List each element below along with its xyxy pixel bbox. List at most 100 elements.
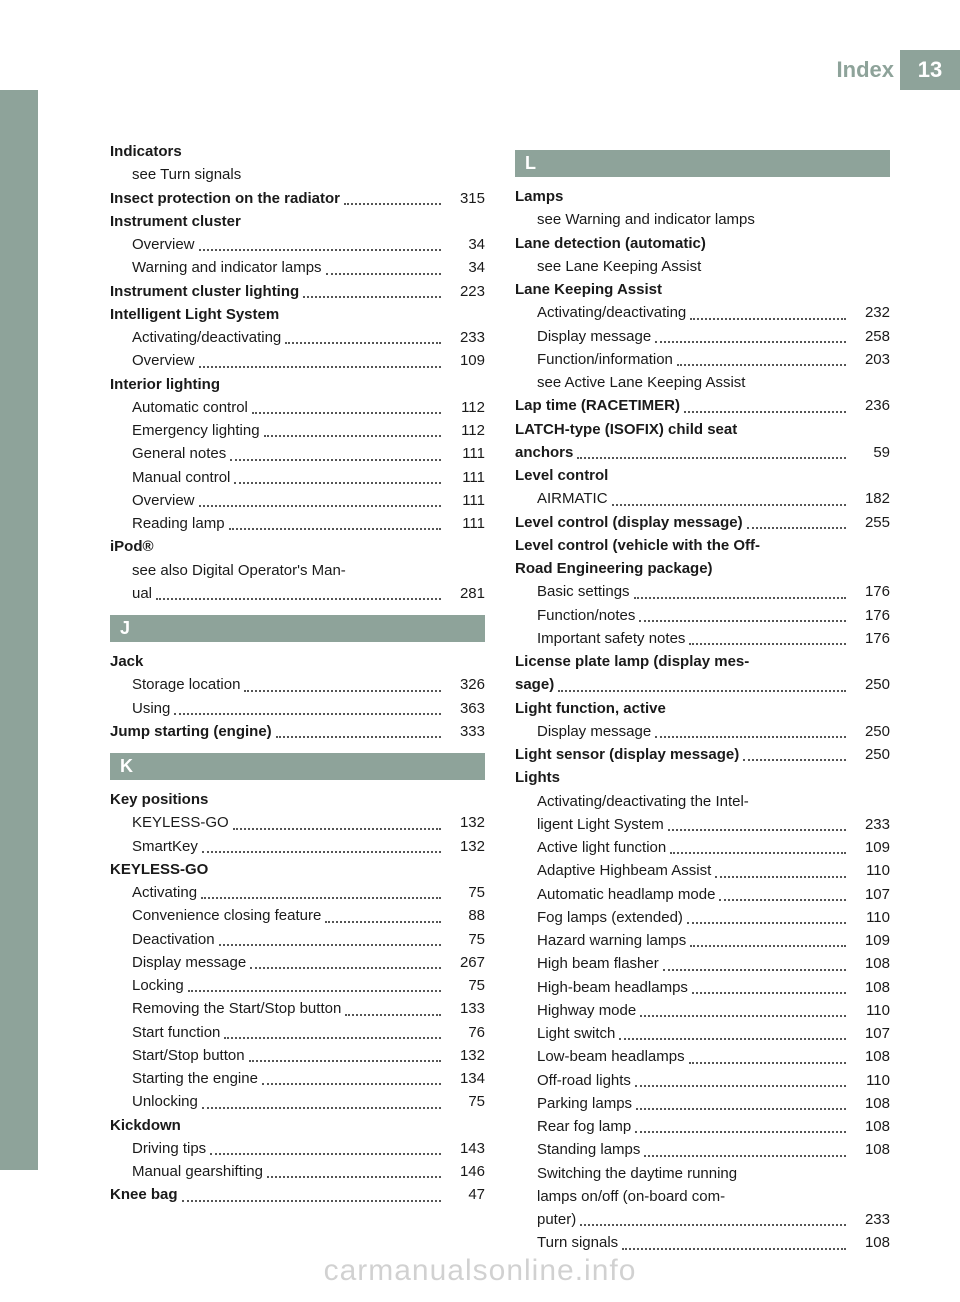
leader-dots (689, 643, 846, 645)
index-entry-label: Overview (110, 349, 195, 372)
leader-dots (719, 899, 846, 901)
leader-dots (687, 922, 846, 924)
index-entry-label: Activating/deactivating the Intel- (515, 790, 749, 813)
index-entry: Start function76 (110, 1021, 485, 1044)
index-entry-page: 75 (445, 881, 485, 904)
index-entry-label: Deactivation (110, 928, 215, 951)
index-entry-label: see Lane Keeping Assist (515, 255, 701, 278)
index-entry-label: Active light function (515, 836, 666, 859)
index-entry-page: 107 (850, 883, 890, 906)
index-entry-label: Rear fog lamp (515, 1115, 631, 1138)
leader-dots (640, 1015, 846, 1017)
index-entry: Activating/deactivating232 (515, 301, 890, 324)
index-entry-page: 108 (850, 952, 890, 975)
index-entry-label: Important safety notes (515, 627, 685, 650)
index-entry-page: 333 (445, 720, 485, 743)
index-entry-label: see Turn signals (110, 163, 241, 186)
index-entry-page: 176 (850, 604, 890, 627)
index-entry-label: LATCH-type (ISOFIX) child seat (515, 418, 737, 441)
leader-dots (636, 1108, 846, 1110)
leader-dots (201, 897, 441, 899)
page-header: Index 13 (837, 50, 960, 90)
index-entry-label: Unlocking (110, 1090, 198, 1113)
leader-dots (644, 1155, 846, 1157)
index-entry-label: Lane detection (automatic) (515, 232, 706, 255)
leader-dots (199, 249, 441, 251)
index-entry: Knee bag47 (110, 1183, 485, 1206)
leader-dots (219, 944, 441, 946)
index-entry-page: 132 (445, 1044, 485, 1067)
index-entry-page: 134 (445, 1067, 485, 1090)
index-entry: Level control (display message)255 (515, 511, 890, 534)
index-entry-label: ual (110, 582, 152, 605)
index-entry-page: 236 (850, 394, 890, 417)
index-entry-label: Storage location (110, 673, 240, 696)
index-entry-page: 109 (850, 929, 890, 952)
index-entry: Unlocking 75 (110, 1090, 485, 1113)
index-entry-page: 233 (850, 1208, 890, 1231)
index-entry-page: 250 (850, 743, 890, 766)
index-entry-page: 143 (445, 1137, 485, 1160)
index-entry: Level control (vehicle with the Off- (515, 534, 890, 557)
index-entry-label: Overview (110, 489, 195, 512)
index-entry-page: 108 (850, 1138, 890, 1161)
index-entry-label: Display message (515, 325, 651, 348)
leader-dots (580, 1224, 846, 1226)
index-entry-label: Road Engineering package) (515, 557, 713, 580)
index-entry-page: 326 (445, 673, 485, 696)
leader-dots (345, 1014, 441, 1016)
index-entry: AIRMATIC182 (515, 487, 890, 510)
index-entry: Low-beam headlamps108 (515, 1045, 890, 1068)
leader-dots (677, 364, 846, 366)
leader-dots (668, 829, 846, 831)
index-entry-label: Lamps (515, 185, 563, 208)
index-entry: ual281 (110, 582, 485, 605)
index-entry: iPod® (110, 535, 485, 558)
index-entry: Indicators (110, 140, 485, 163)
index-entry-label: Display message (110, 951, 246, 974)
leader-dots (202, 1107, 441, 1109)
index-entry-page: 110 (850, 906, 890, 929)
index-entry-label: Locking (110, 974, 184, 997)
index-entry-label: Lane Keeping Assist (515, 278, 662, 301)
index-entry: KEYLESS-GO132 (110, 811, 485, 834)
index-entry: Lap time (RACETIMER)236 (515, 394, 890, 417)
index-entry-label: Fog lamps (extended) (515, 906, 683, 929)
index-entry: see also Digital Operator's Man- (110, 559, 485, 582)
index-entry: Function/notes176 (515, 604, 890, 627)
index-entry-label: Off-road lights (515, 1069, 631, 1092)
leader-dots (244, 690, 441, 692)
index-entry-page: 232 (850, 301, 890, 324)
index-entry: Lamps (515, 185, 890, 208)
index-entry: Starting the engine134 (110, 1067, 485, 1090)
index-entry-label: Highway mode (515, 999, 636, 1022)
index-entry-label: see Warning and indicator lamps (515, 208, 755, 231)
index-entry: Light function, active (515, 697, 890, 720)
index-entry-page: 75 (445, 1090, 485, 1113)
leader-dots (174, 713, 441, 715)
leader-dots (156, 598, 441, 600)
index-entry-label: sage) (515, 673, 554, 696)
index-entry-label: KEYLESS-GO (110, 811, 229, 834)
index-entry-label: Intelligent Light System (110, 303, 279, 326)
leader-dots (612, 504, 846, 506)
index-entry: Road Engineering package) (515, 557, 890, 580)
index-entry-page: 110 (850, 999, 890, 1022)
index-entry: Basic settings176 (515, 580, 890, 603)
section-header-k: K (110, 753, 485, 780)
leader-dots (655, 341, 846, 343)
index-entry-page: 255 (850, 511, 890, 534)
index-entry-label: Level control (515, 464, 608, 487)
index-entry: see Warning and indicator lamps (515, 208, 890, 231)
index-entry: SmartKey132 (110, 835, 485, 858)
leader-dots (264, 435, 441, 437)
index-entry: see Turn signals (110, 163, 485, 186)
index-entry-page: 133 (445, 997, 485, 1020)
index-entry: Insect protection on the radiator315 (110, 187, 485, 210)
index-entry: Lights (515, 766, 890, 789)
index-entry: Reading lamp111 (110, 512, 485, 535)
leader-dots (303, 296, 441, 298)
index-column-left: Indicatorssee Turn signalsInsect protect… (110, 140, 485, 1255)
index-entry: Fog lamps (extended) 110 (515, 906, 890, 929)
index-entry: Convenience closing feature88 (110, 904, 485, 927)
